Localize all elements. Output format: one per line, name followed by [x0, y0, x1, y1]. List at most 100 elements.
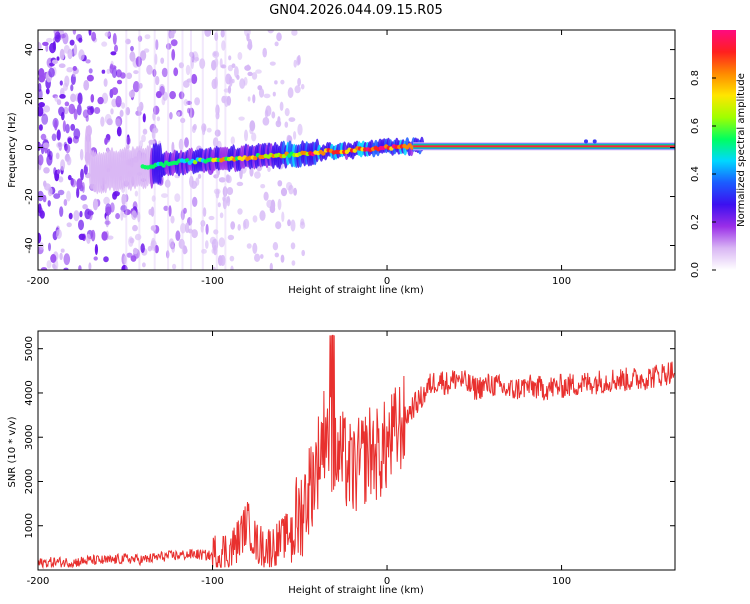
spectrogram-noise-cell: [103, 78, 108, 87]
spectrogram-noise-cell: [47, 200, 51, 207]
spectrogram-ridge-core: [161, 163, 166, 168]
spectrogram-noise-cell: [140, 243, 145, 254]
spectrogram-noise-cell: [91, 31, 97, 42]
snr-plot-area: [38, 331, 675, 570]
spectrogram-noise-cell: [116, 126, 122, 137]
spectrogram-noise-cell: [81, 182, 85, 193]
x-tick-label: -200: [27, 576, 50, 587]
spectrogram-noise-cell: [260, 184, 266, 189]
spectrogram-noise-cell: [119, 109, 124, 117]
spectrogram-noise-cell: [156, 116, 161, 122]
spectrogram-noise-cell: [121, 264, 128, 270]
spectrogram-noise-cell: [39, 242, 44, 251]
spectrogram-noise-cell: [184, 137, 189, 148]
spectrogram-noise-cell: [229, 76, 233, 87]
spectrogram-noise-cell: [38, 190, 44, 202]
spectrogram-steady-core: [413, 145, 675, 148]
spectrogram-noise-cell: [169, 91, 177, 100]
spectrogram-noise-cell: [128, 90, 136, 98]
spectrogram-noise-cell: [109, 63, 114, 74]
spectrogram-noise-cell: [59, 80, 63, 86]
spectrogram-noise-cell: [244, 129, 248, 142]
spectrogram-noise-cell: [80, 194, 87, 201]
spectrogram-noise-cell: [104, 137, 108, 145]
spectrogram-noise-cell: [70, 178, 77, 188]
spectrogram-noise-cell: [154, 245, 159, 254]
spectrogram-noise-cell: [169, 112, 173, 120]
spectrogram-noise-cell: [76, 178, 83, 190]
spectrogram-noise-cell: [168, 205, 172, 217]
spectrogram-noise-cell: [226, 95, 232, 106]
spectrogram-noise-cell: [45, 88, 50, 95]
spectrogram-noise-cell: [137, 35, 143, 42]
spectrogram-noise-cell: [175, 230, 181, 241]
spectrogram-noise-cell: [151, 195, 156, 202]
spectrogram-noise-cell: [56, 141, 63, 149]
spectrogram-noise-cell: [104, 113, 112, 124]
spectrogram-noise-cell: [202, 207, 207, 217]
spectrogram-noise-cell: [121, 102, 126, 109]
spectrogram-noise-cell: [246, 33, 250, 42]
spectrogram-noise-cell: [66, 190, 71, 202]
spectrogram-noise-cell: [59, 252, 63, 261]
spectrogram-noise-cell: [171, 49, 176, 61]
spectrogram-noise-cell: [121, 193, 126, 206]
spectrogram-noise-cell: [274, 252, 279, 258]
spectrogram-noise-cell: [112, 33, 117, 45]
spectrogram-noise-cell: [267, 30, 274, 34]
spectrogram-noise-cell: [272, 242, 279, 251]
spectrogram-noise-cell: [275, 221, 282, 230]
spectrogram-noise-cell: [111, 87, 119, 96]
spectrogram-noise-cell: [269, 61, 276, 66]
spectrogram-noise-cell: [76, 104, 82, 116]
y-tick-label: 1000: [24, 513, 35, 538]
spectrogram-noise-cell: [170, 39, 178, 47]
spectrogram-noise-cell: [132, 247, 138, 255]
y-tick-label: -40: [24, 237, 35, 253]
y-tick-label: 40: [24, 43, 35, 56]
spectrogram-noise-cell: [222, 186, 228, 198]
spectrogram-noise-cell: [263, 191, 269, 201]
spectrogram-noise-cell: [67, 137, 73, 145]
spectrogram-noise-cell: [221, 40, 226, 51]
spectrogram-noise-cell: [130, 45, 134, 52]
spectrogram-noise-cell: [262, 47, 268, 58]
spectrogram-noise-cell: [258, 88, 265, 98]
spectrogram-noise-cell: [236, 181, 244, 187]
spectrogram-noise-cell: [70, 123, 76, 131]
spectrogram-noise-cell: [38, 124, 43, 131]
spectrogram-blip: [592, 139, 597, 144]
spectrogram-noise-cell: [116, 79, 123, 85]
spectrogram-noise-cell: [237, 52, 243, 60]
x-tick-label: -100: [201, 276, 224, 287]
spectrogram-noise-cell: [126, 72, 133, 80]
spectrogram-noise-cell: [287, 135, 293, 144]
spectrogram-noise-cell: [131, 210, 138, 221]
spectrogram-noise-cell: [103, 256, 109, 263]
spectrogram-y-label: Frequency (Hz): [7, 112, 18, 188]
spectrogram-noise-cell: [173, 67, 179, 77]
spectrogram-noise-cell: [56, 56, 60, 61]
spectrogram-noise-cell: [185, 64, 191, 76]
spectrogram-stripe: [167, 30, 170, 270]
spectrogram-noise-cell: [126, 136, 131, 145]
spectrogram-noise-cell: [90, 229, 96, 242]
spectrogram-noise-cell: [290, 219, 296, 232]
spectrogram-noise-cell: [265, 105, 272, 117]
spectrogram-noise-cell: [55, 152, 60, 160]
spectrogram-noise-cell: [197, 173, 202, 179]
snr-panel: -200 -100 0 100 1000 2000 3000 4000 5000 Height…: [7, 330, 676, 596]
snr-y-label: SNR (10 * v/v): [7, 416, 18, 487]
snr-frame: [37, 330, 676, 571]
spectrogram-noise-cell: [201, 123, 207, 132]
spectrogram-noise-cell: [94, 107, 101, 114]
spectrogram-noise-cell: [62, 120, 66, 132]
spectrogram-noise-cell: [280, 79, 285, 85]
spectrogram-ridge-layer: [84, 124, 675, 195]
spectrogram-noise-cell: [63, 267, 69, 270]
colorbar-label: Normalized spectral amplitude: [736, 73, 747, 227]
spectrogram-noise-cell: [97, 96, 104, 105]
spectrogram-noise-cell: [227, 64, 233, 72]
spectrogram-noise-cell: [290, 242, 296, 250]
